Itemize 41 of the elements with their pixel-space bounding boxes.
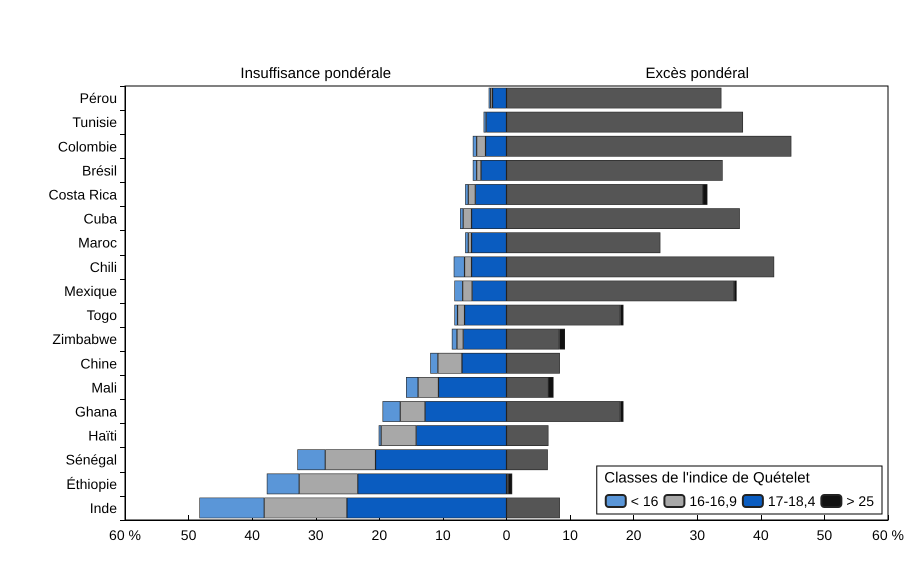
text: Insuffisance pondérale xyxy=(240,65,392,82)
x-tick-label: 20 xyxy=(626,527,642,543)
x-tick-label: 10 xyxy=(562,527,578,543)
x-tick-label: 60 % xyxy=(109,527,141,543)
legend-title: Classes de l'indice de Quételet xyxy=(604,470,811,486)
y-tick-label: Cuba xyxy=(84,210,118,227)
y-tick-label: Sénégal xyxy=(66,452,117,468)
x-tick-label: 40 xyxy=(244,527,260,543)
legend-label: < 16 xyxy=(630,493,659,509)
bar xyxy=(465,232,468,254)
y-tick-label: Pérou xyxy=(80,90,117,106)
y-tick-label: Éthiopie xyxy=(66,476,118,492)
y-tick-label: Chili xyxy=(90,258,117,275)
x-tick-label: 0 xyxy=(502,527,511,543)
y-tick-label: Colombie xyxy=(58,138,118,154)
y-tick-label: Brésil xyxy=(82,162,117,178)
y-tick-label: Mali xyxy=(91,379,117,396)
x-tick-label: 20 xyxy=(372,527,388,543)
x-tick-label: 30 xyxy=(689,527,706,543)
text: Excès pondéral xyxy=(646,65,749,82)
x-tick-label: 10 xyxy=(435,527,451,543)
y-tick-label: Maroc xyxy=(78,234,117,251)
y-tick-label: Inde xyxy=(90,500,118,516)
y-tick-label: Haïti xyxy=(88,428,117,444)
legend-label: 17-18,4 xyxy=(768,493,816,509)
y-tick-label: Mexique xyxy=(64,282,118,299)
legend-label: 16-16,9 xyxy=(689,493,738,509)
x-tick-label: 60 % xyxy=(872,527,904,543)
x-tick-label: 30 xyxy=(308,527,324,543)
y-tick-label: Costa Rica xyxy=(48,186,118,202)
y-tick-label: Chine xyxy=(80,355,118,372)
y-tick-label: Zimbabwe xyxy=(52,331,118,348)
x-tick-label: 50 xyxy=(180,527,197,543)
y-tick-label: Togo xyxy=(86,307,118,324)
x-tick-label: 50 xyxy=(816,527,832,543)
legend-label: > 25 xyxy=(846,493,874,509)
bar xyxy=(472,160,477,181)
bar xyxy=(508,473,512,494)
x-tick-label: 40 xyxy=(753,527,769,543)
y-tick-label: Ghana xyxy=(74,404,118,420)
y-tick-label: Tunisie xyxy=(72,114,118,130)
